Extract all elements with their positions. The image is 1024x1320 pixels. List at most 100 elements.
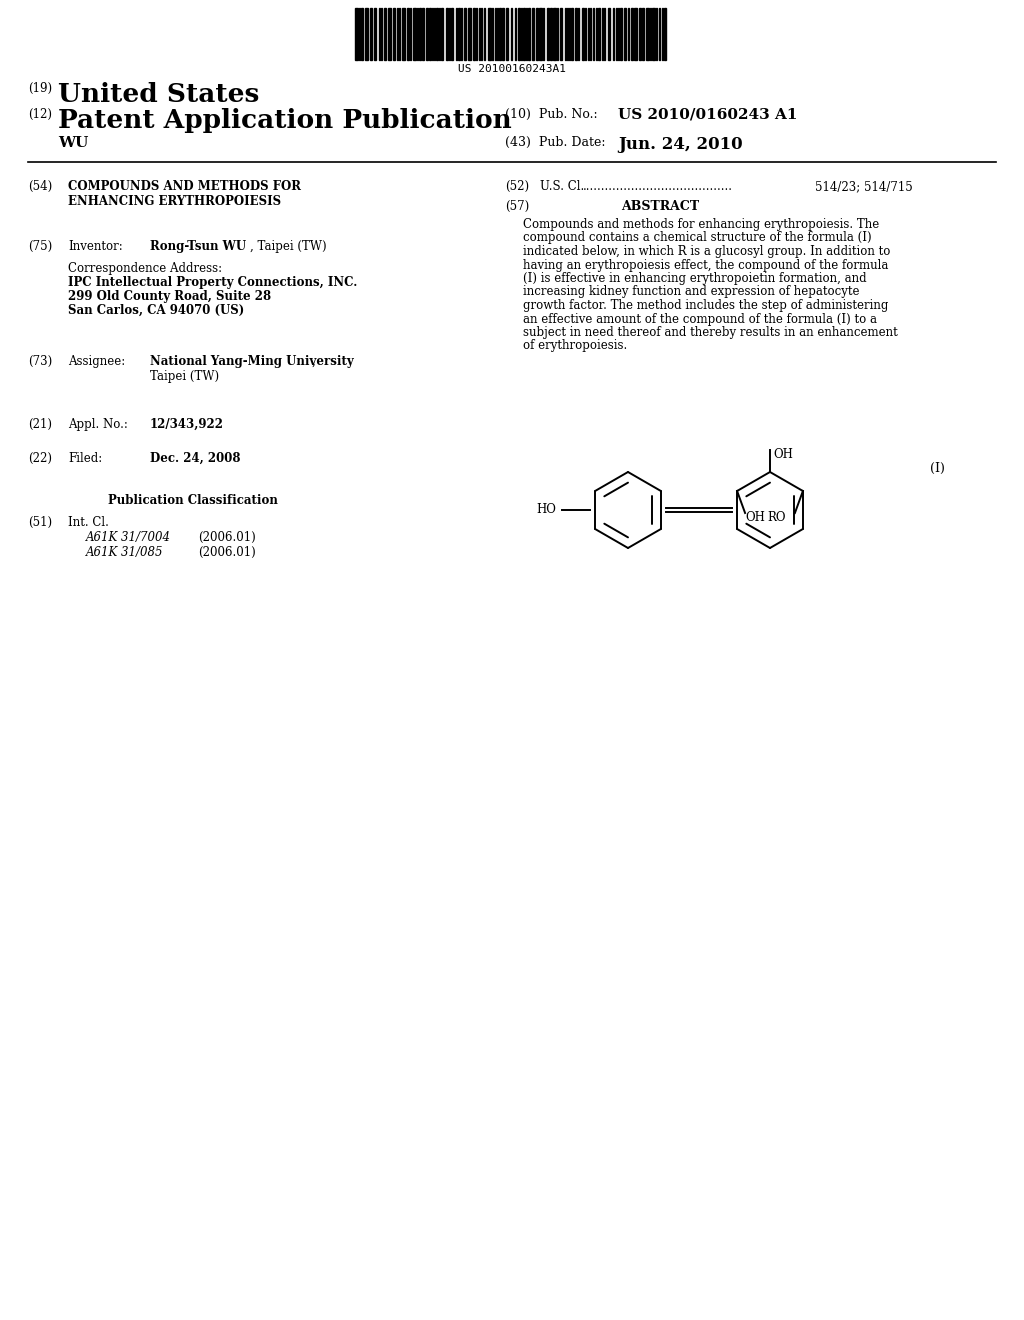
Bar bbox=[499, 8, 501, 59]
Text: Inventor:: Inventor: bbox=[68, 240, 123, 253]
Text: (57): (57) bbox=[505, 201, 529, 213]
Bar bbox=[553, 8, 556, 59]
Bar bbox=[582, 8, 584, 59]
Text: (51): (51) bbox=[28, 516, 52, 529]
Text: Correspondence Address:: Correspondence Address: bbox=[68, 261, 222, 275]
Text: San Carlos, CA 94070 (US): San Carlos, CA 94070 (US) bbox=[68, 304, 245, 317]
Bar bbox=[664, 8, 666, 59]
Bar bbox=[560, 8, 562, 59]
Bar bbox=[436, 8, 438, 59]
Bar bbox=[407, 8, 409, 59]
Bar bbox=[441, 8, 443, 59]
Bar bbox=[384, 8, 386, 59]
Text: WU: WU bbox=[58, 136, 88, 150]
Text: (21): (21) bbox=[28, 418, 52, 432]
Bar bbox=[532, 8, 534, 59]
Bar bbox=[402, 8, 406, 59]
Bar bbox=[422, 8, 424, 59]
Text: (52): (52) bbox=[505, 180, 529, 193]
Bar bbox=[608, 8, 610, 59]
Text: (19): (19) bbox=[28, 82, 52, 95]
Text: COMPOUNDS AND METHODS FOR: COMPOUNDS AND METHODS FOR bbox=[68, 180, 301, 193]
Bar bbox=[365, 8, 368, 59]
Bar bbox=[536, 8, 538, 59]
Bar bbox=[429, 8, 431, 59]
Bar bbox=[464, 8, 466, 59]
Bar bbox=[488, 8, 490, 59]
Text: 299 Old County Road, Suite 28: 299 Old County Road, Suite 28 bbox=[68, 290, 271, 304]
Text: ........................................: ........................................ bbox=[583, 180, 733, 193]
Bar bbox=[620, 8, 622, 59]
Text: ENHANCING ERYTHROPOIESIS: ENHANCING ERYTHROPOIESIS bbox=[68, 195, 282, 209]
Text: of erythropoiesis.: of erythropoiesis. bbox=[523, 339, 628, 352]
Bar bbox=[634, 8, 637, 59]
Bar bbox=[624, 8, 626, 59]
Text: (22): (22) bbox=[28, 451, 52, 465]
Bar bbox=[458, 8, 460, 59]
Bar bbox=[502, 8, 504, 59]
Text: increasing kidney function and expression of hepatocyte: increasing kidney function and expressio… bbox=[523, 285, 859, 298]
Text: A61K 31/085: A61K 31/085 bbox=[86, 546, 164, 558]
Bar bbox=[547, 8, 549, 59]
Text: Assignee:: Assignee: bbox=[68, 355, 125, 368]
Bar bbox=[523, 8, 525, 59]
Text: OH: OH bbox=[773, 447, 793, 461]
Text: Appl. No.:: Appl. No.: bbox=[68, 418, 128, 432]
Bar bbox=[426, 8, 428, 59]
Text: (12): (12) bbox=[28, 108, 52, 121]
Text: IPC Intellectual Property Connections, INC.: IPC Intellectual Property Connections, I… bbox=[68, 276, 357, 289]
Bar bbox=[646, 8, 649, 59]
Text: RO: RO bbox=[767, 511, 785, 524]
Text: Dec. 24, 2008: Dec. 24, 2008 bbox=[150, 451, 241, 465]
Text: Compounds and methods for enhancing erythropoiesis. The: Compounds and methods for enhancing eryt… bbox=[523, 218, 880, 231]
Bar bbox=[571, 8, 573, 59]
Text: growth factor. The method includes the step of administering: growth factor. The method includes the s… bbox=[523, 300, 889, 312]
Text: 514/23; 514/715: 514/23; 514/715 bbox=[815, 180, 912, 193]
Bar bbox=[370, 8, 372, 59]
Bar bbox=[451, 8, 453, 59]
Text: indicated below, in which R is a glucosyl group. In addition to: indicated below, in which R is a glucosy… bbox=[523, 246, 891, 257]
Bar bbox=[506, 8, 508, 59]
Bar bbox=[631, 8, 633, 59]
Text: United States: United States bbox=[58, 82, 259, 107]
Bar bbox=[393, 8, 395, 59]
Bar bbox=[518, 8, 520, 59]
Text: OH: OH bbox=[745, 511, 765, 524]
Text: HO: HO bbox=[536, 503, 556, 516]
Text: Publication Classification: Publication Classification bbox=[108, 494, 278, 507]
Text: U.S. Cl.: U.S. Cl. bbox=[540, 180, 585, 193]
Bar bbox=[575, 8, 577, 59]
Text: ,: , bbox=[312, 355, 315, 368]
Text: (54): (54) bbox=[28, 180, 52, 193]
Text: (I) is effective in enhancing erythropoietin formation, and: (I) is effective in enhancing erythropoi… bbox=[523, 272, 866, 285]
Bar bbox=[639, 8, 641, 59]
Bar bbox=[355, 8, 358, 59]
Bar bbox=[468, 8, 471, 59]
Bar bbox=[528, 8, 530, 59]
Text: (2006.01): (2006.01) bbox=[198, 546, 256, 558]
Text: A61K 31/7004: A61K 31/7004 bbox=[86, 531, 171, 544]
Bar bbox=[550, 8, 552, 59]
Text: (I): (I) bbox=[930, 462, 945, 475]
Bar bbox=[388, 8, 391, 59]
Bar bbox=[419, 8, 421, 59]
Text: Filed:: Filed: bbox=[68, 451, 102, 465]
Text: compound contains a chemical structure of the formula (I): compound contains a chemical structure o… bbox=[523, 231, 871, 244]
Bar bbox=[374, 8, 376, 59]
Bar bbox=[413, 8, 416, 59]
Text: US 20100160243A1: US 20100160243A1 bbox=[458, 63, 566, 74]
Bar bbox=[642, 8, 644, 59]
Text: (10)  Pub. No.:: (10) Pub. No.: bbox=[505, 108, 598, 121]
Text: having an erythropoiesis effect, the compound of the formula: having an erythropoiesis effect, the com… bbox=[523, 259, 889, 272]
Bar bbox=[473, 8, 475, 59]
Bar bbox=[361, 8, 362, 59]
Text: 12/343,922: 12/343,922 bbox=[150, 418, 224, 432]
Text: Jun. 24, 2010: Jun. 24, 2010 bbox=[618, 136, 742, 153]
Text: (73): (73) bbox=[28, 355, 52, 368]
Text: an effective amount of the compound of the formula (I) to a: an effective amount of the compound of t… bbox=[523, 313, 877, 326]
Text: (2006.01): (2006.01) bbox=[198, 531, 256, 544]
Text: ABSTRACT: ABSTRACT bbox=[621, 201, 699, 213]
Text: (75): (75) bbox=[28, 240, 52, 253]
Text: Taipei (TW): Taipei (TW) bbox=[150, 370, 219, 383]
Text: Rong-Tsun WU: Rong-Tsun WU bbox=[150, 240, 246, 253]
